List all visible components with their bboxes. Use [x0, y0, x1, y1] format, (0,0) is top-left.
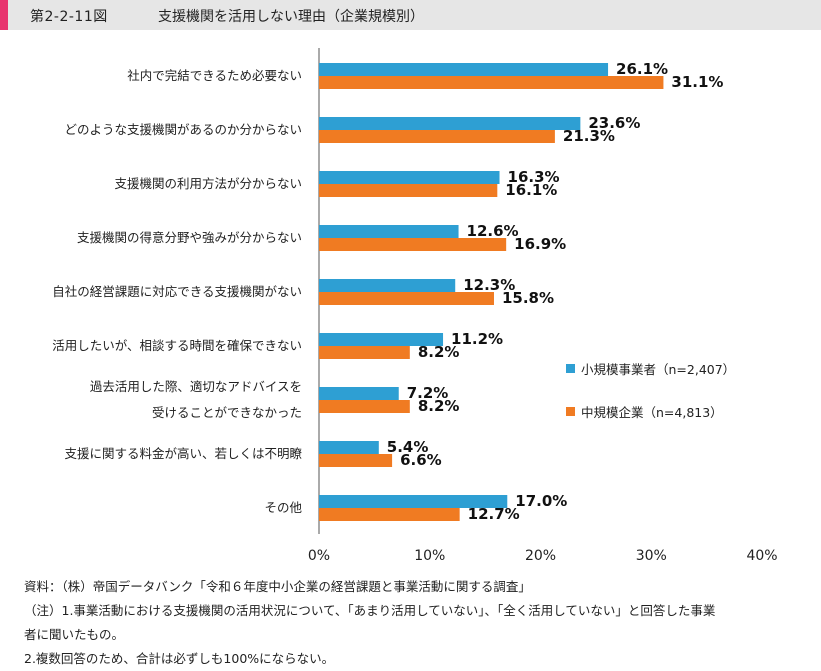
- figure-title: 支援機関を活用しない理由（企業規模別）: [158, 9, 424, 25]
- legend-swatch-small: [566, 364, 575, 373]
- data-label-medium: 16.1%: [505, 181, 557, 199]
- bar-small-enterprise: [319, 63, 609, 76]
- data-label-small: 12.3%: [463, 276, 515, 294]
- bar-small-enterprise: [319, 117, 581, 130]
- data-label-small: 17.0%: [515, 492, 567, 510]
- data-label-small: 26.1%: [616, 60, 668, 78]
- bar-medium-enterprise: [319, 184, 498, 197]
- category-label: 活用したいが、相談する時間を確保できない: [52, 338, 302, 353]
- category-label: 社内で完結できるため必要ない: [127, 68, 302, 83]
- x-tick-label: 0%: [308, 548, 330, 564]
- note-2: 2.複数回答のため、合計は必ずしも100%にならない。: [24, 651, 335, 666]
- bar-medium-enterprise: [319, 238, 507, 251]
- bar-small-enterprise: [319, 279, 456, 292]
- legend-item-medium: 中規模企業（n=4,813）: [566, 402, 723, 421]
- source-note: 資料：（株）帝国データバンク「令和６年度中小企業の経営課題と事業活動に関する調査…: [24, 579, 531, 594]
- x-tick-label: 10%: [414, 548, 445, 564]
- x-tick-label: 30%: [636, 548, 667, 564]
- data-label-medium: 8.2%: [418, 343, 460, 361]
- legend-item-small: 小規模事業者（n=2,407）: [566, 359, 735, 378]
- bar-small-enterprise: [319, 387, 399, 400]
- data-label-medium: 21.3%: [563, 127, 615, 145]
- x-tick-label: 20%: [525, 548, 556, 564]
- x-tick-label: 40%: [746, 548, 777, 564]
- bar-small-enterprise: [319, 225, 459, 238]
- bar-medium-enterprise: [319, 292, 494, 305]
- bar-small-enterprise: [319, 171, 500, 184]
- category-label: 自社の経営課題に対応できる支援機関がない: [52, 284, 302, 299]
- bar-medium-enterprise: [319, 454, 393, 467]
- notes: 資料：（株）帝国データバンク「令和６年度中小企業の経営課題と事業活動に関する調査…: [24, 575, 715, 671]
- category-label: 支援機関の得意分野や強みが分からない: [77, 230, 302, 245]
- bar-chart: 社内で完結できるため必要ない 26.1%31.1% どのような支援機関があるのか分か…: [52, 48, 778, 564]
- data-label-medium: 6.6%: [400, 451, 442, 469]
- legend-swatch-medium: [566, 407, 575, 416]
- bar-medium-enterprise: [319, 400, 410, 413]
- data-label-small: 16.3%: [508, 168, 560, 186]
- category-label: どのような支援機関があるのか分からない: [64, 122, 302, 137]
- data-label-medium: 8.2%: [418, 397, 460, 415]
- note-1: （注）1.事業活動における支援機関の活用状況について、「あまり活用していない」、…: [24, 603, 716, 618]
- figure-header: 第2-2-11図 支援機関を活用しない理由（企業規模別）: [0, 0, 821, 30]
- data-label-medium: 16.9%: [514, 235, 566, 253]
- category-label: 支援に関する料金が高い、若しくは不明瞭: [64, 446, 302, 461]
- bar-small-enterprise: [319, 441, 379, 454]
- data-label-medium: 31.1%: [671, 73, 723, 91]
- data-label-medium: 15.8%: [502, 289, 554, 307]
- bar-medium-enterprise: [319, 346, 410, 359]
- legend-label-small: 小規模事業者（n=2,407）: [581, 362, 736, 377]
- bar-small-enterprise: [319, 333, 444, 346]
- legend-label-medium: 中規模企業（n=4,813）: [581, 405, 723, 420]
- category-label: 過去活用した際、適切なアドバイスを受けることができなかった: [90, 379, 302, 420]
- data-label-medium: 12.7%: [468, 505, 520, 523]
- bar-medium-enterprise: [319, 508, 460, 521]
- category-label: その他: [264, 500, 302, 515]
- figure-number: 第2-2-11図: [30, 9, 108, 25]
- header-accent-bar: [0, 0, 8, 30]
- data-label-small: 12.6%: [467, 222, 519, 240]
- bar-medium-enterprise: [319, 130, 555, 143]
- bar-medium-enterprise: [319, 76, 664, 89]
- bar-small-enterprise: [319, 495, 508, 508]
- data-label-small: 11.2%: [451, 330, 503, 348]
- data-label-small: 23.6%: [588, 114, 640, 132]
- category-label: 支援機関の利用方法が分からない: [114, 176, 302, 191]
- data-label-small: 7.2%: [407, 384, 449, 402]
- data-label-small: 5.4%: [387, 438, 429, 456]
- note-1-cont: 者に聞いたもの。: [24, 627, 125, 642]
